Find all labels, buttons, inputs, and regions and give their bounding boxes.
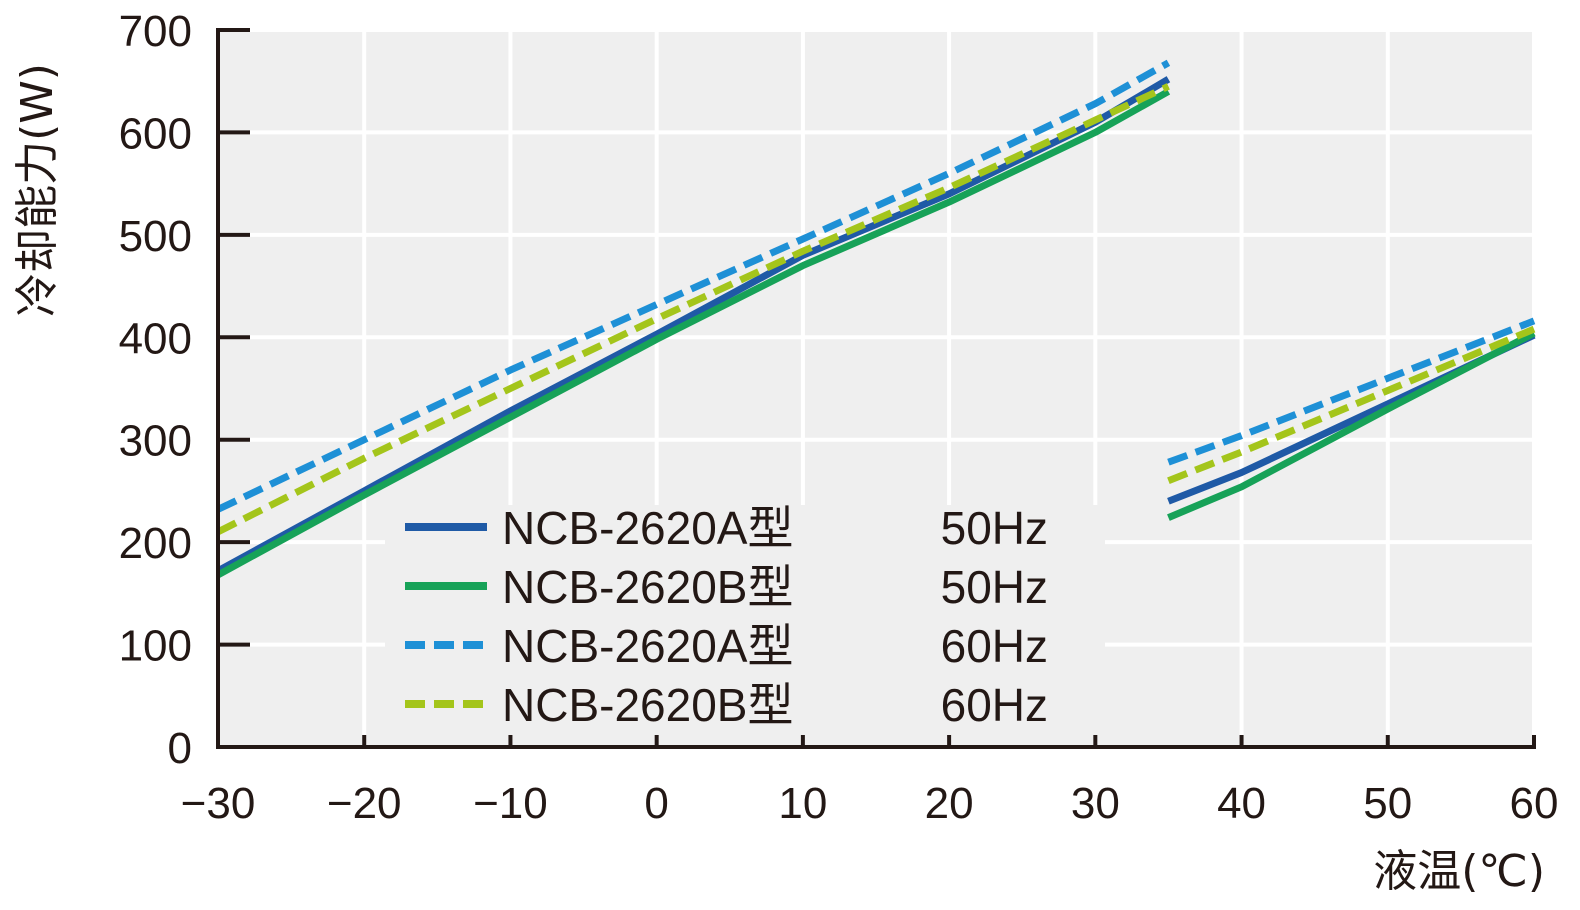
y-tick-label-5: 500 [119, 212, 192, 261]
x-tick-label-4: 10 [778, 779, 827, 828]
series-3-segment-1 [1167, 325, 1536, 484]
y-tick-label-2: 200 [119, 519, 192, 568]
legend-freq-2: 60Hz [941, 620, 1048, 672]
legend-label-1: NCB-2620B型 [502, 561, 793, 613]
y-tick-label-7: 700 [119, 7, 192, 56]
axes [216, 28, 1536, 749]
legend-freq-0: 50Hz [941, 502, 1048, 554]
series-lines [216, 59, 1536, 578]
series-2-segment-0 [216, 59, 1171, 513]
y-tick-label-0: 0 [168, 724, 192, 773]
x-axis-title: 液温(℃) [1373, 846, 1545, 897]
legend: NCB-2620A型 50Hz NCB-2620B型 50Hz NCB-2620A型 60… [405, 502, 1048, 731]
series-1-segment-0 [216, 88, 1171, 578]
legend-label-2: NCB-2620A型 [502, 620, 793, 672]
legend-freq-1: 50Hz [941, 561, 1048, 613]
x-tick-label-9: 60 [1510, 779, 1559, 828]
series-2-segment-1 [1167, 317, 1536, 466]
x-tick-label-8: 50 [1363, 779, 1412, 828]
y-axis-title: 冷却能力(W) [12, 63, 63, 317]
x-tick-label-0: −30 [181, 779, 256, 828]
x-tick-label-7: 40 [1217, 779, 1266, 828]
x-tick-label-2: −10 [473, 779, 548, 828]
legend-freq-3: 60Hz [941, 679, 1048, 731]
x-tick-label-5: 20 [925, 779, 974, 828]
y-tick-labels: 0 100 200 300 400 500 600 700 [119, 7, 192, 773]
x-tick-label-6: 30 [1071, 779, 1120, 828]
x-tick-label-1: −20 [327, 779, 402, 828]
x-tick-labels: −30 −20 −10 0 10 20 30 40 50 60 [181, 779, 1559, 828]
y-tick-label-3: 300 [119, 417, 192, 466]
series-3-segment-0 [216, 83, 1170, 536]
y-tick-label-4: 400 [119, 314, 192, 363]
legend-label-0: NCB-2620A型 [502, 502, 793, 554]
x-tick-label-3: 0 [644, 779, 668, 828]
legend-background [385, 505, 1105, 737]
y-tick-label-6: 600 [119, 109, 192, 158]
legend-label-3: NCB-2620B型 [502, 679, 793, 731]
y-tick-label-1: 100 [119, 622, 192, 671]
series-1-segment-1 [1167, 330, 1536, 521]
